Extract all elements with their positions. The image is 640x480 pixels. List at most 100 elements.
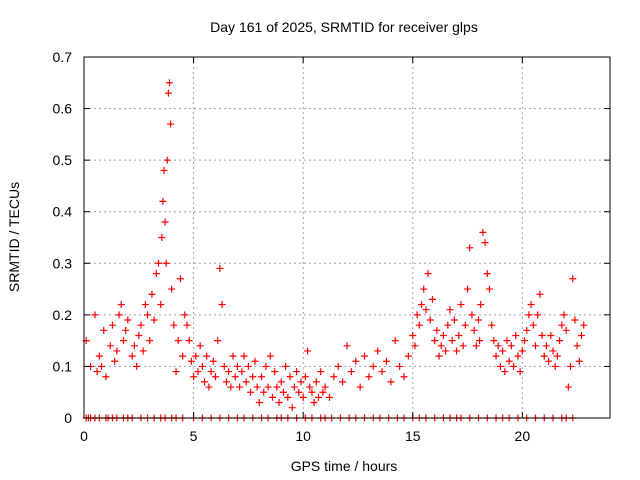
y-tick-label: 0.5 [53, 152, 73, 168]
data-point [569, 275, 577, 283]
data-point [510, 362, 518, 370]
data-point [236, 383, 244, 391]
y-tick-label: 0.2 [53, 307, 73, 323]
data-point [560, 311, 568, 319]
ticks-layer: 0 0.1 0.2 0.3 0.4 0.5 0.6 0.7 0 5 10 15 20 [53, 49, 610, 444]
data-point [477, 301, 485, 309]
data-point [446, 306, 454, 314]
data-point [168, 285, 176, 293]
data-point [531, 342, 539, 350]
data-point [242, 378, 250, 386]
data-point [157, 301, 165, 309]
data-point [160, 166, 168, 174]
data-point [282, 362, 290, 370]
data-point [575, 357, 583, 365]
data-point [150, 316, 158, 324]
data-point [260, 388, 268, 396]
data-point [409, 331, 417, 339]
data-point [172, 368, 180, 376]
data-point [196, 342, 204, 350]
y-tick-label: 0.1 [53, 358, 73, 374]
data-point [396, 362, 404, 370]
data-point [279, 388, 287, 396]
data-point [165, 79, 173, 87]
data-point [391, 337, 399, 345]
data-point [233, 362, 241, 370]
data-point [547, 331, 555, 339]
data-point [551, 362, 559, 370]
y-tick-label: 0.3 [53, 255, 73, 271]
data-point [115, 311, 123, 319]
data-point [301, 373, 309, 381]
data-point [549, 347, 557, 355]
data-point [179, 352, 187, 360]
data-point [490, 337, 498, 345]
data-point [214, 337, 222, 345]
x-tick-label: 0 [80, 428, 88, 444]
data-point [479, 228, 487, 236]
data-point [411, 342, 419, 350]
data-point [288, 404, 296, 412]
data-point [130, 342, 138, 350]
data-point [162, 259, 170, 267]
data-point [253, 383, 261, 391]
data-point [448, 337, 456, 345]
data-point [108, 321, 116, 329]
data-point [501, 368, 509, 376]
data-point [181, 311, 189, 319]
data-point [466, 244, 474, 252]
data-point [361, 352, 369, 360]
data-point [212, 373, 219, 381]
data-point [521, 337, 529, 345]
data-point [325, 393, 333, 401]
data-point [317, 368, 325, 376]
y-tick-label: 0 [64, 410, 72, 426]
y-tick-label: 0.7 [53, 49, 73, 65]
data-point [277, 378, 285, 386]
data-point [461, 321, 469, 329]
data-point [122, 326, 130, 334]
data-point [102, 373, 110, 381]
data-point [148, 290, 156, 298]
data-point [334, 362, 342, 370]
data-point [304, 347, 312, 355]
data-point [420, 285, 428, 293]
points-layer [82, 79, 588, 422]
data-point [133, 362, 141, 370]
data-point [378, 368, 386, 376]
data-point [573, 342, 581, 350]
x-tick-label: 10 [295, 428, 311, 444]
chart-title: Day 161 of 2025, SRMTID for receiver glp… [210, 19, 478, 35]
data-point [319, 388, 327, 396]
x-axis-label: GPS time / hours [291, 458, 398, 474]
data-point [119, 337, 127, 345]
data-point [564, 383, 572, 391]
data-point [553, 352, 561, 360]
data-point [534, 311, 542, 319]
data-point [167, 120, 175, 128]
data-point [529, 321, 537, 329]
data-point [310, 399, 318, 407]
data-point [374, 347, 382, 355]
data-point [431, 337, 439, 345]
data-point [453, 347, 461, 355]
data-point [444, 321, 452, 329]
plot-frame [83, 56, 611, 419]
data-point [106, 342, 114, 350]
data-point [295, 388, 303, 396]
data-point [426, 316, 434, 324]
data-point [207, 368, 215, 376]
data-point [536, 290, 544, 298]
data-point [476, 337, 484, 345]
data-point [428, 295, 436, 303]
data-point [516, 368, 524, 376]
data-point [194, 368, 202, 376]
data-point [117, 301, 125, 309]
data-point [249, 373, 257, 381]
data-point [227, 383, 235, 391]
data-point [297, 378, 305, 386]
data-point [382, 357, 390, 365]
data-point [266, 352, 274, 360]
data-point [538, 331, 546, 339]
data-point [492, 352, 500, 360]
